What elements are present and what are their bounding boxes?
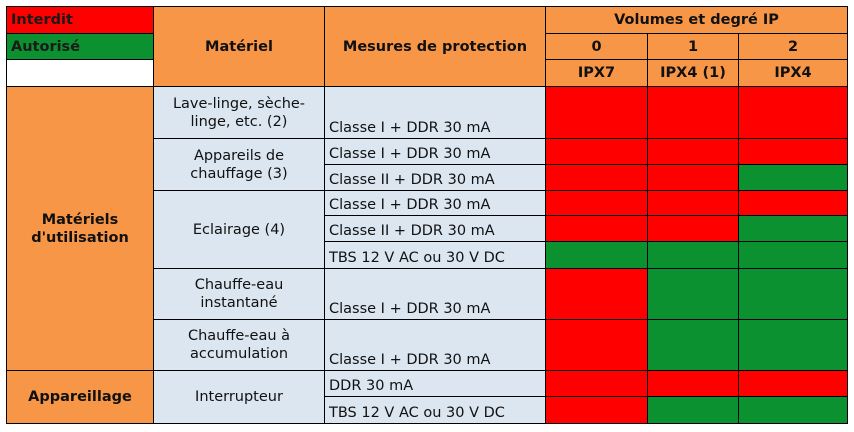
status-cell-autorise [647,319,739,371]
protection-cell: Classe I + DDR 30 mA [324,138,546,165]
status-cell-interdit [647,215,739,242]
status-cell-interdit [545,396,648,424]
legend-empty [6,59,154,87]
equipment-eclairage: Eclairage (4) [153,190,325,269]
status-cell-interdit [647,190,739,216]
equipment-lave-linge: Lave-linge, sèche-linge, etc. (2) [153,86,325,139]
protection-cell: Classe I + DDR 30 mA [324,319,546,371]
status-cell-interdit [647,138,739,165]
ip-volume-2: IPX4 [738,59,848,87]
protection-cell: TBS 12 V AC ou 30 V DC [324,396,546,424]
status-cell-autorise [647,268,739,320]
volume-1: 1 [647,33,739,60]
equipment-interrupteur: Interrupteur [153,370,325,424]
status-cell-interdit [545,86,648,139]
protection-cell: Classe II + DDR 30 mA [324,215,546,242]
bathroom-protection-table: Interdit Matériel Mesures de protection … [6,6,848,424]
category-appareillage: Appareillage [6,370,154,424]
status-cell-interdit [647,86,739,139]
status-cell-autorise [738,319,848,371]
protection-cell: Classe I + DDR 30 mA [324,268,546,320]
protection-cell: TBS 12 V AC ou 30 V DC [324,241,546,269]
header-volumes: Volumes et degré IP [545,6,848,34]
ip-volume-1: IPX4 (1) [647,59,739,87]
status-cell-autorise [647,241,739,269]
ip-volume-0: IPX7 [545,59,648,87]
equipment-chauffage: Appareils de chauffage (3) [153,138,325,191]
status-cell-autorise [738,215,848,242]
status-cell-interdit [545,319,648,371]
equipment-chauffe-eau-instantane: Chauffe-eau instantané [153,268,325,320]
status-cell-autorise [738,164,848,191]
status-cell-interdit [545,370,648,397]
header-mesures: Mesures de protection [324,6,546,87]
status-cell-autorise [738,268,848,320]
status-cell-interdit [545,138,648,165]
protection-cell: Classe I + DDR 30 mA [324,86,546,139]
status-cell-interdit [647,164,739,191]
status-cell-interdit [545,268,648,320]
status-cell-interdit [647,370,739,397]
status-cell-interdit [738,86,848,139]
protection-cell: Classe I + DDR 30 mA [324,190,546,216]
legend-interdit: Interdit [6,6,154,34]
protection-cell: DDR 30 mA [324,370,546,397]
protection-cell: Classe II + DDR 30 mA [324,164,546,191]
header-materiel: Matériel [153,6,325,87]
status-cell-interdit [545,215,648,242]
status-cell-interdit [545,190,648,216]
status-cell-autorise [738,396,848,424]
status-cell-interdit [738,138,848,165]
volume-0: 0 [545,33,648,60]
status-cell-interdit [738,370,848,397]
category-utilisation: Matériels d'utilisation [6,86,154,371]
equipment-chauffe-eau-accumulation: Chauffe-eau à accumulation [153,319,325,371]
volume-2: 2 [738,33,848,60]
legend-autorise: Autorisé [6,33,154,60]
status-cell-autorise [647,396,739,424]
status-cell-autorise [545,241,648,269]
status-cell-autorise [738,241,848,269]
status-cell-interdit [738,190,848,216]
status-cell-interdit [545,164,648,191]
